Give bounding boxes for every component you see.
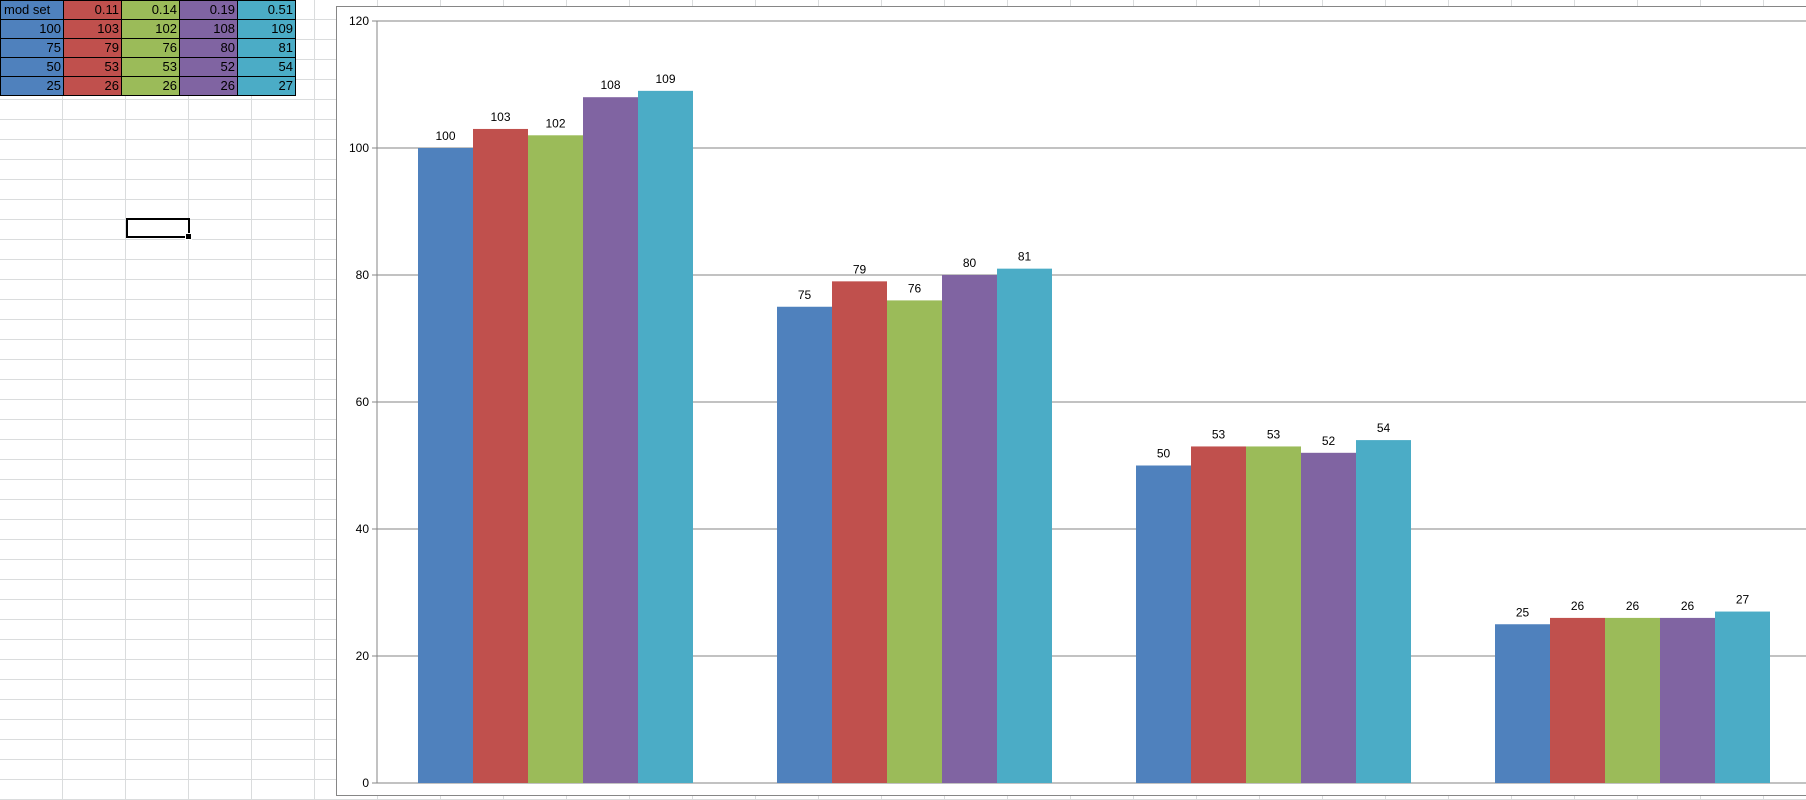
data-label: 79 [853, 262, 867, 276]
data-label: 108 [600, 78, 620, 92]
y-tick-label: 40 [356, 522, 370, 536]
bar [1191, 446, 1246, 783]
data-label: 26 [1571, 599, 1585, 613]
table-cell[interactable]: 80 [179, 38, 238, 58]
table-cell[interactable]: 25 [0, 76, 64, 96]
table-cell[interactable]: 102 [121, 19, 180, 39]
table-cell[interactable]: 75 [0, 38, 64, 58]
table-cell[interactable]: 53 [121, 57, 180, 77]
data-label: 81 [1018, 250, 1032, 264]
data-label: 26 [1681, 599, 1695, 613]
data-label: 75 [798, 288, 812, 302]
table-cell[interactable]: 76 [121, 38, 180, 58]
table-row: 25 26 26 26 27 [0, 76, 296, 96]
data-label: 80 [963, 256, 977, 270]
table-cell[interactable]: 54 [237, 57, 296, 77]
selected-cell[interactable] [126, 218, 192, 240]
bar [1605, 617, 1660, 783]
table-cell[interactable]: 53 [63, 57, 122, 77]
y-tick-label: 20 [356, 649, 370, 663]
bar [1715, 611, 1770, 783]
data-label: 109 [655, 72, 675, 86]
bar [583, 97, 638, 783]
data-label: 25 [1516, 605, 1530, 619]
table-header-row: mod set 0.11 0.14 0.19 0.51 [0, 0, 296, 20]
data-table: mod set 0.11 0.14 0.19 0.51 100 103 102 … [0, 0, 296, 96]
bar [832, 281, 887, 783]
table-cell[interactable]: 27 [237, 76, 296, 96]
data-label: 53 [1267, 427, 1281, 441]
data-label: 54 [1377, 421, 1391, 435]
table-cell[interactable]: 0.11 [63, 0, 122, 20]
bar [777, 306, 832, 783]
table-cell[interactable]: 79 [63, 38, 122, 58]
data-label: 26 [1626, 599, 1640, 613]
data-label: 53 [1212, 427, 1226, 441]
table-cell[interactable]: 26 [179, 76, 238, 96]
table-cell[interactable]: 50 [0, 57, 64, 77]
table-cell[interactable]: 26 [63, 76, 122, 96]
bar [1660, 617, 1715, 783]
data-label: 50 [1157, 447, 1171, 461]
bar [887, 300, 942, 783]
y-tick-label: 0 [362, 776, 369, 790]
bar [638, 90, 693, 784]
bar [1495, 624, 1550, 783]
data-label: 52 [1322, 434, 1336, 448]
data-label: 76 [908, 281, 922, 295]
table-cell[interactable]: 0.19 [179, 0, 238, 20]
table-cell[interactable]: 109 [237, 19, 296, 39]
bar [418, 148, 473, 783]
table-cell[interactable]: 0.14 [121, 0, 180, 20]
y-tick-label: 80 [356, 268, 370, 282]
bar [942, 275, 997, 783]
table-cell[interactable]: 0.51 [237, 0, 296, 20]
data-label: 100 [435, 129, 455, 143]
table-cell[interactable]: 100 [0, 19, 64, 39]
y-tick-label: 100 [349, 141, 369, 155]
bar-chart: 0 20 40 60 80 100 120 100 103 102 108 109 75 79 76 80 81… [349, 14, 1806, 790]
table-cell[interactable]: 52 [179, 57, 238, 77]
y-tick-label: 120 [349, 14, 369, 28]
data-label: 103 [490, 110, 510, 124]
table-row: 75 79 76 80 81 [0, 38, 296, 58]
chart-area[interactable]: 0 20 40 60 80 100 120 100 103 102 108 109 75 79 76 80 81… [336, 6, 1806, 796]
data-label: 102 [545, 116, 565, 130]
table-row: 50 53 53 52 54 [0, 57, 296, 77]
bar [1246, 446, 1301, 783]
bar [997, 268, 1052, 783]
y-tick-label: 60 [356, 395, 370, 409]
bar [1550, 617, 1605, 783]
table-cell[interactable]: 108 [179, 19, 238, 39]
table-cell[interactable]: 103 [63, 19, 122, 39]
data-label: 27 [1736, 593, 1750, 607]
bar [473, 128, 528, 783]
bar [1356, 440, 1411, 783]
bar [1136, 465, 1191, 783]
bar [1301, 452, 1356, 783]
table-cell[interactable]: 81 [237, 38, 296, 58]
bar [528, 135, 583, 784]
table-row: 100 103 102 108 109 [0, 19, 296, 39]
table-cell[interactable]: mod set [0, 0, 64, 20]
table-cell[interactable]: 26 [121, 76, 180, 96]
